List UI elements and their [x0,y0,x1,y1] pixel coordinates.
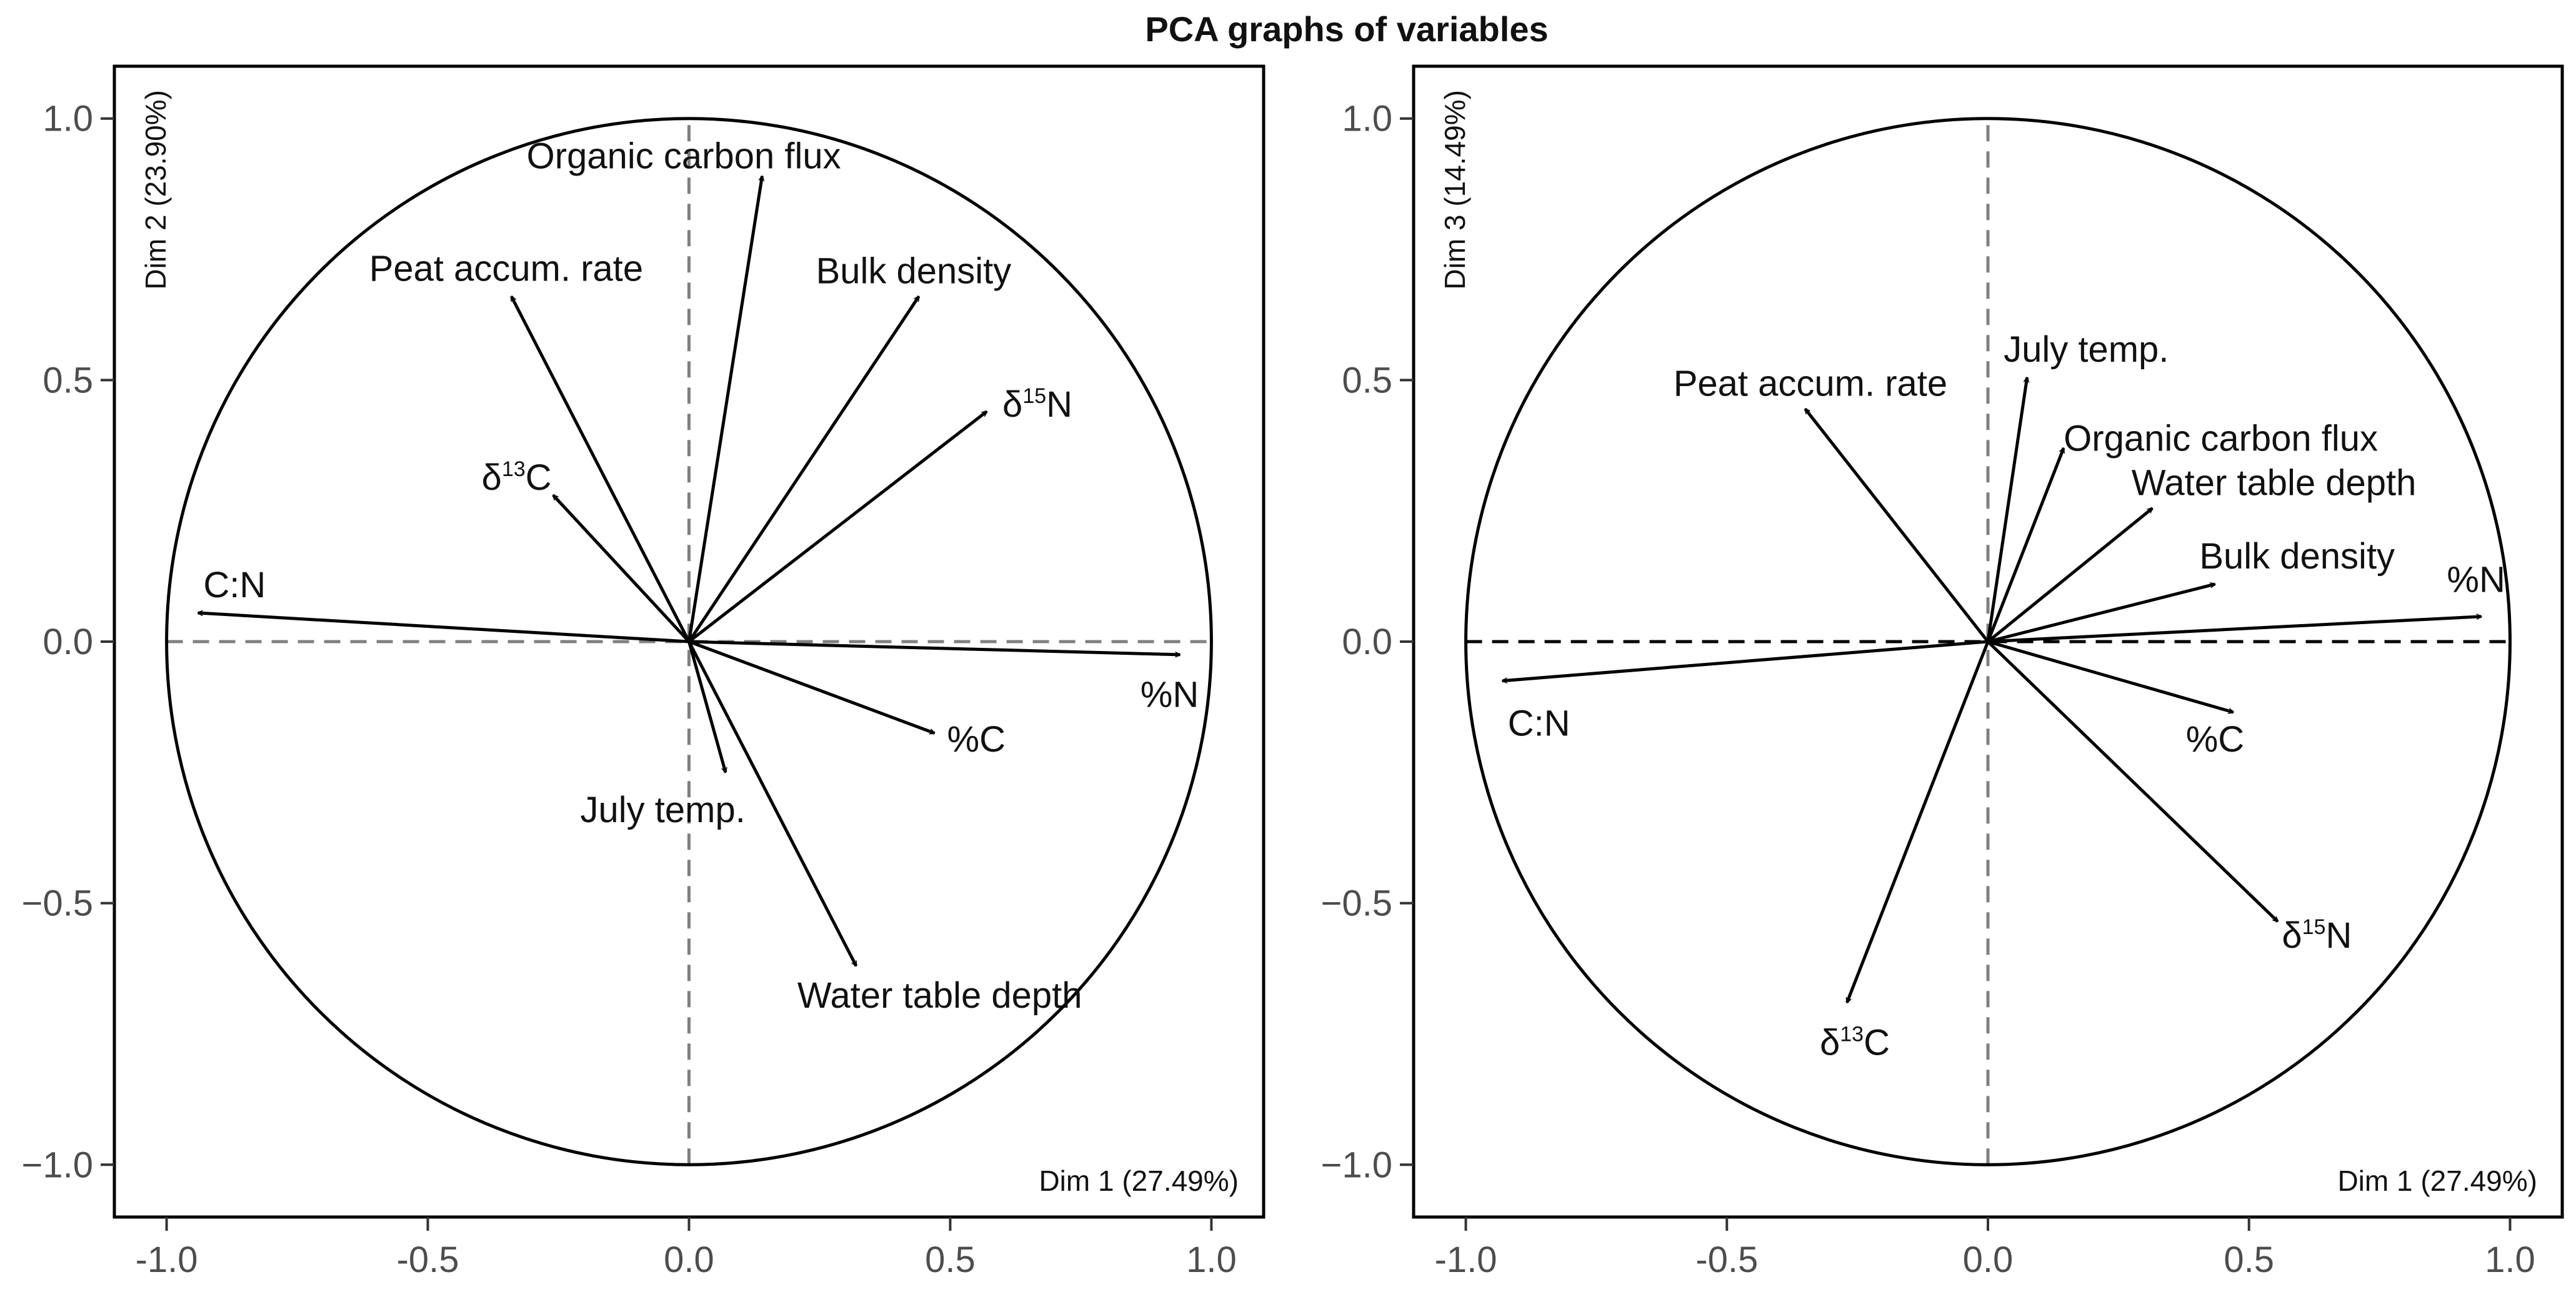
panel-2-vector-label-symbol: δ [1820,1022,1840,1063]
panel-2-x-tick-label: 0.5 [2224,1240,2274,1280]
panel-1-vector-arrow-bulk-density [687,296,921,643]
panel-2-vector-label-element: N [2325,915,2352,956]
pca-panel-dim1-dim3: -1.0 -0.5 0.0 0.5 1.0 −1.0 −0.5 0.0 0.5 1.0 Dim 1 … [1321,64,2564,1280]
panel-1-vector-label-peat-accum-rate: Peat accum. rate [369,248,643,289]
panel-2-vector-label-superscript: 15 [2302,915,2326,939]
panel-2-vector-label-element: C [1864,1022,1890,1063]
panel-1-x-tick-label: -0.5 [397,1240,459,1280]
panel-1-vector-arrow-july-temp [687,641,726,772]
panel-2-vector-arrow-water-table-depth [1987,507,2152,643]
figure-title: PCA graphs of variables [1145,9,1548,49]
panel-1-y-tick-label: −1.0 [22,1145,94,1185]
panel-1-unit-circle [165,117,1213,1166]
panel-1-vector-arrow-c-n [198,613,689,644]
panel-1-vector-arrow-pct-c [688,640,935,735]
panel-1-y-tick-label: 0.0 [42,622,93,662]
panel-2-vector-arrow-pct-c [1987,640,2234,712]
panel-2-unit-circle [1464,117,2512,1166]
panel-2-vector-label-superscript: 13 [1840,1022,1864,1046]
panel-2-y-tick-label: 0.5 [1342,360,1392,400]
panel-2-vector-arrow-c-n [1502,640,1989,681]
panel-2-vector-arrow-pct-n [1987,617,2482,644]
panel-2-vector-label-july-temp: July temp. [2004,329,2169,370]
panel-2-y-tick-label: −0.5 [1321,883,1393,924]
panel-2-vector-arrow-july-temp [1986,377,2027,642]
panel-1-vector-label-pct-c: %C [947,719,1006,760]
pca-panel-dim1-dim2: -1.0 -0.5 0.0 0.5 1.0 −1.0 −0.5 0.0 0.5 1.0 Dim 1 … [22,64,1266,1280]
panel-1-vector-label-july-temp: July temp. [581,790,746,830]
panel-2-x-tick-label: 0.0 [1963,1240,2014,1280]
panel-2-vector-arrow-delta13c [1845,641,1990,1003]
panel-2-vector-label-pct-n: %N [2447,559,2505,600]
panel-2-vector-label-peat-accum-rate: Peat accum. rate [1674,363,1947,404]
panel-2-vector-label-organic-carbon-flux: Organic carbon flux [2064,418,2378,459]
panel-1-x-axis-title: Dim 1 (27.49%) [1039,1165,1239,1197]
panel-2-y-tick-label: 0.0 [1342,622,1392,662]
panel-1-vector-label-element: N [1046,384,1072,425]
panel-2-x-tick-label: -0.5 [1695,1240,1758,1280]
panel-1-vector-arrow-organic-carbon-flux [687,176,762,642]
panel-2-y-axis-title: Dim 3 (14.49%) [1439,90,1471,290]
panel-2-vector-arrow-organic-carbon-flux [1986,448,2065,642]
panel-1-y-tick-label: 0.5 [42,360,93,400]
panel-1-vector-arrow-pct-n [689,640,1181,655]
panel-1-vector-arrow-peat-accum-rate [510,296,691,643]
panel-1-vector-arrow-delta15n [687,410,987,643]
panel-2-vector-arrow-delta15n [1987,640,2278,923]
panel-1-vector-label-delta15n: δ15N [1002,384,1072,425]
panel-1-vector-label-organic-carbon-flux: Organic carbon flux [527,136,841,176]
panel-2-vector-label-water-table-depth: Water table depth [2132,463,2417,504]
panel-2-vector-label-pct-c: %C [2186,719,2244,760]
panel-1-y-tick-label: −0.5 [22,883,94,924]
panel-1-vector-label-symbol: δ [482,457,502,498]
panel-1-y-axis-title: Dim 2 (23.90%) [139,90,172,290]
panel-2-y-tick-label: 1.0 [1342,99,1392,139]
panel-2-vector-label-delta15n: δ15N [2282,915,2352,956]
panel-2-x-tick-label: -1.0 [1435,1240,1497,1280]
panel-1-x-tick-label: 1.0 [1186,1240,1237,1280]
panel-2-vector-label-delta13c: δ13C [1820,1022,1890,1063]
panel-1-vector-label-symbol: δ [1002,384,1022,425]
panel-2-vector-label-c-n: C:N [1508,703,1570,744]
panel-1-vector-label-water-table-depth: Water table depth [797,975,1082,1016]
panel-1-x-tick-label: 0.5 [925,1240,976,1280]
panel-1-vector-arrow-delta13c [552,495,691,643]
panel-1-vector-label-superscript: 13 [502,457,526,481]
panel-1-y-tick-label: 1.0 [42,99,93,139]
panel-1-vector-arrow-water-table-depth [687,640,858,966]
panel-1-x-tick-label: 0.0 [664,1240,714,1280]
panel-2-vector-label-bulk-density: Bulk density [2199,536,2395,577]
panel-2-x-axis-title: Dim 1 (27.49%) [2337,1165,2537,1197]
panel-2-vector-label-symbol: δ [2282,915,2302,956]
panel-1-vector-label-element: C [526,457,552,498]
panel-1-vector-label-superscript: 15 [1022,384,1046,408]
panel-1-vector-label-delta13c: δ13C [482,457,552,498]
panel-1-vector-label-c-n: C:N [203,565,266,605]
panel-1-vector-label-bulk-density: Bulk density [816,251,1012,291]
panel-1-x-tick-label: -1.0 [136,1240,198,1280]
panel-1-vector-label-pct-n: %N [1141,675,1199,715]
panel-2-x-tick-label: 1.0 [2485,1240,2535,1280]
panel-2-y-tick-label: −1.0 [1321,1145,1393,1185]
panel-2-vector-arrow-bulk-density [1987,584,2215,644]
panel-2-vector-arrow-peat-accum-rate [1804,409,1989,643]
